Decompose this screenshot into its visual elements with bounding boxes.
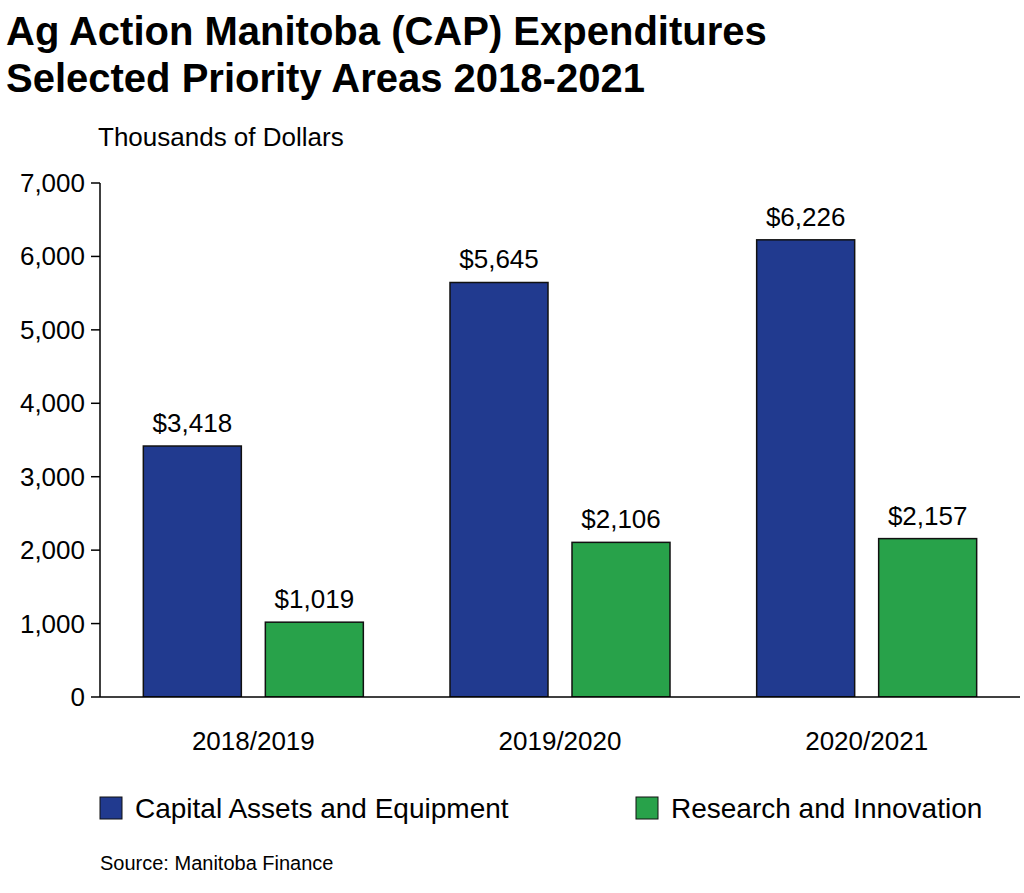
- bar: [879, 539, 977, 697]
- data-label: $2,157: [888, 501, 968, 531]
- legend-label: Research and Innovation: [671, 793, 982, 824]
- bar: [265, 622, 363, 697]
- y-axis-label: Thousands of Dollars: [98, 122, 344, 152]
- bar: [143, 446, 241, 697]
- chart: Ag Action Manitoba (CAP) ExpendituresSel…: [0, 0, 1024, 893]
- y-tick: [91, 329, 100, 331]
- legend: Capital Assets and Equipment Research and…: [100, 793, 982, 824]
- y-tick: [91, 623, 100, 625]
- title: Ag Action Manitoba (CAP) Expenditures: [6, 9, 767, 53]
- subtitle: Selected Priority Areas 2018-2021: [6, 56, 645, 100]
- y-tick-label: 7,000: [20, 168, 85, 198]
- y-tick: [91, 256, 100, 258]
- x-tick-label: 2018/2019: [192, 726, 315, 756]
- legend-swatch: [636, 797, 658, 819]
- data-label: $5,645: [459, 244, 539, 274]
- y-tick-label: 2,000: [20, 535, 85, 565]
- source: Source: Manitoba Finance: [100, 852, 333, 874]
- y-tick-label: 0: [71, 682, 85, 712]
- y-tick: [91, 403, 100, 405]
- y-tick-label: 4,000: [20, 388, 85, 418]
- y-tick: [91, 182, 100, 184]
- data-labels: $3,418 $1,019 $5,645 $2,106 $6,226 $2,157: [153, 202, 968, 614]
- data-label: $2,106: [581, 504, 661, 534]
- y-tick: [91, 696, 100, 698]
- data-label: $6,226: [766, 202, 846, 232]
- data-label: $3,418: [153, 408, 233, 438]
- x-tick-label: 2019/2020: [499, 726, 622, 756]
- legend-label: Capital Assets and Equipment: [135, 793, 509, 824]
- y-tick-label: 5,000: [20, 315, 85, 345]
- y-tick-label: 1,000: [20, 609, 85, 639]
- bar: [572, 542, 670, 697]
- y-tick-label: 6,000: [20, 241, 85, 271]
- bar: [757, 240, 855, 697]
- y-axis: 0 1,000 2,000 3,000 4,000 5,000 6,000 7,000: [20, 168, 100, 712]
- x-axis-line: [100, 696, 1020, 698]
- y-tick: [91, 549, 100, 551]
- bars: [143, 240, 976, 697]
- legend-swatch: [100, 797, 122, 819]
- y-axis-line: [99, 183, 101, 697]
- x-tick-label: 2020/2021: [805, 726, 928, 756]
- bar: [450, 282, 548, 697]
- y-tick-label: 3,000: [20, 462, 85, 492]
- y-tick: [91, 476, 100, 478]
- data-label: $1,019: [275, 584, 355, 614]
